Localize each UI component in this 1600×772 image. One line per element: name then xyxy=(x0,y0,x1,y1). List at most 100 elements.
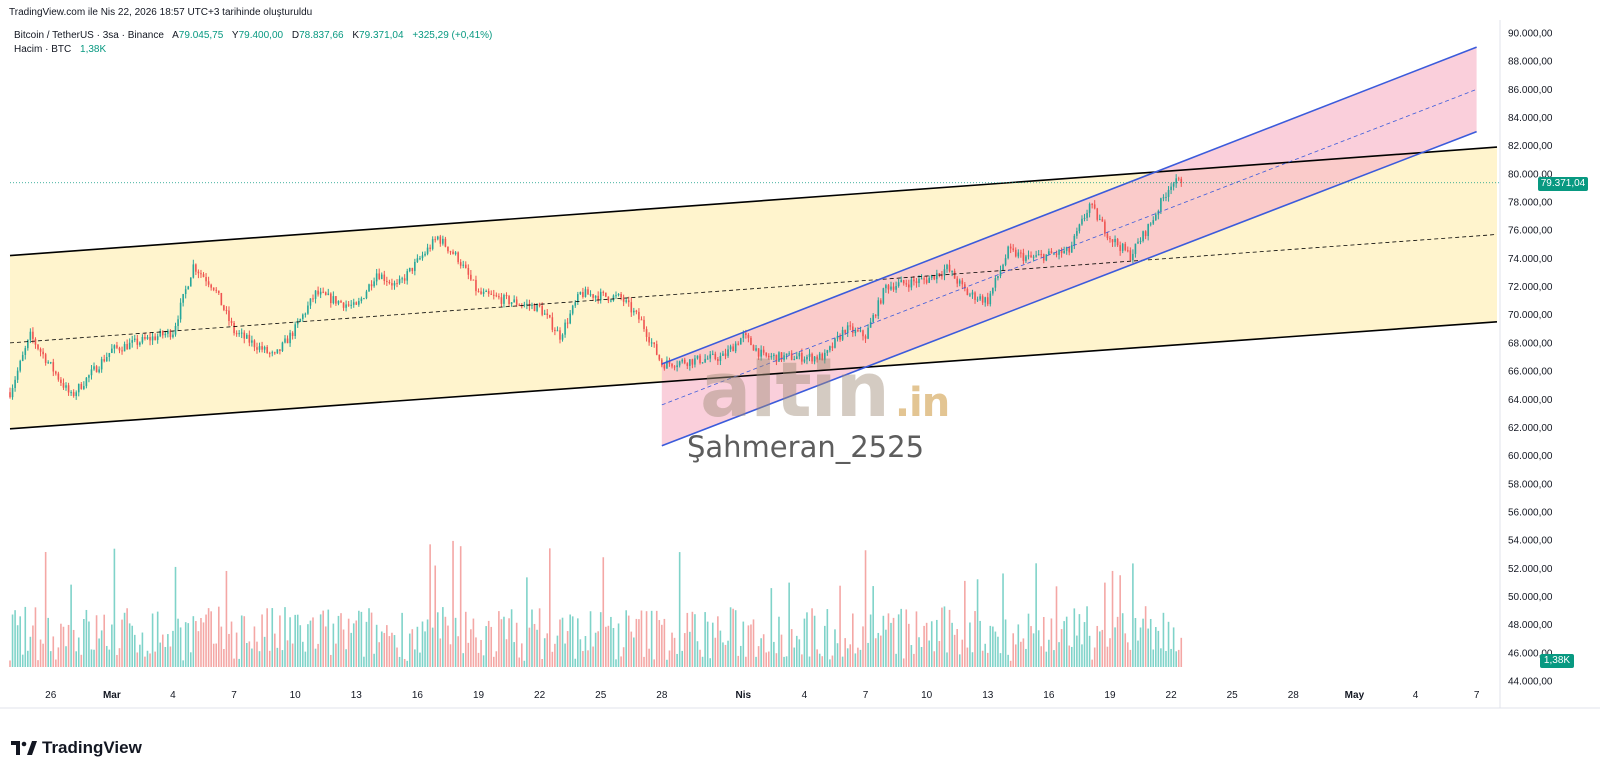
volume-bar xyxy=(566,631,569,667)
symbol-title[interactable]: Bitcoin / TetherUS · 3sa · Binance xyxy=(14,30,164,41)
volume-bar xyxy=(93,649,95,667)
candle-body xyxy=(925,279,928,283)
candle-body xyxy=(27,339,29,349)
candle-body xyxy=(633,310,635,313)
volume-bar xyxy=(44,551,47,667)
candle-body xyxy=(1058,250,1060,255)
candle-body xyxy=(622,297,625,302)
tradingview-brand[interactable]: TradingView xyxy=(11,738,142,758)
candle-body xyxy=(345,304,347,308)
candle-body xyxy=(1175,178,1177,184)
close-label: K xyxy=(352,30,360,41)
price-tick-label: 74.000,00 xyxy=(1508,254,1553,265)
volume-bar xyxy=(709,658,712,667)
candle-body xyxy=(1139,240,1142,242)
volume-bar xyxy=(1114,627,1116,667)
volume-bar xyxy=(1086,606,1088,667)
candle-body xyxy=(941,275,943,277)
candle-body xyxy=(21,354,24,361)
volume-bar xyxy=(1037,630,1040,667)
candle-body xyxy=(880,300,882,304)
candle-body xyxy=(699,355,701,363)
volume-bar xyxy=(302,641,304,667)
candle-body xyxy=(882,288,885,304)
candle-body xyxy=(263,346,266,350)
volume-bar xyxy=(459,546,462,667)
volume-bar xyxy=(638,619,640,667)
candle-body xyxy=(159,331,162,337)
volume-bar xyxy=(925,622,928,667)
volume-bar xyxy=(750,624,752,667)
volume-bar xyxy=(1175,651,1177,667)
volume-bar xyxy=(39,639,42,667)
volume-bar xyxy=(829,659,831,667)
volume-bar xyxy=(1009,660,1012,667)
candle-body xyxy=(480,291,482,294)
candle-body xyxy=(391,283,393,286)
candle-body xyxy=(874,315,877,317)
volume-label[interactable]: Hacim · BTC xyxy=(14,44,72,55)
volume-bar xyxy=(1017,624,1020,667)
volume-bar xyxy=(790,629,793,667)
candle-body xyxy=(582,292,584,297)
candle-body xyxy=(309,298,312,306)
candle-body xyxy=(245,334,248,339)
volume-bar xyxy=(29,636,32,667)
candle-body xyxy=(678,361,681,366)
candle-body xyxy=(103,359,106,362)
volume-bar xyxy=(67,624,70,667)
price-tick-label: 84.000,00 xyxy=(1508,113,1553,124)
candle-body xyxy=(536,303,538,312)
volume-bar xyxy=(131,625,134,667)
candle-body xyxy=(393,283,396,286)
candle-body xyxy=(1093,204,1096,209)
candle-body xyxy=(235,333,238,335)
volume-bar xyxy=(673,637,676,667)
volume-bar xyxy=(386,625,388,667)
volume-bar xyxy=(836,643,839,667)
volume-bar xyxy=(668,650,671,667)
volume-bar xyxy=(1091,659,1093,667)
volume-bar xyxy=(834,629,836,667)
candle-body xyxy=(1155,214,1157,221)
candle-body xyxy=(503,295,505,304)
volume-bar xyxy=(57,647,60,667)
volume-bar xyxy=(98,638,100,667)
volume-bar xyxy=(691,611,694,667)
price-tick-label: 50.000,00 xyxy=(1508,592,1553,603)
volume-bar xyxy=(24,606,27,667)
price-tick-label: 70.000,00 xyxy=(1508,310,1553,321)
volume-bar xyxy=(831,655,834,667)
volume-bar xyxy=(905,609,908,667)
candle-body xyxy=(887,285,890,290)
volume-bar xyxy=(426,619,429,667)
volume-bar xyxy=(169,646,172,667)
volume-bar xyxy=(1134,618,1137,667)
volume-bar xyxy=(368,608,370,667)
volume-bar xyxy=(1172,627,1175,667)
candle-body xyxy=(500,297,503,304)
volume-bar xyxy=(1045,651,1048,667)
volume-bar xyxy=(874,638,877,667)
candle-body xyxy=(352,302,355,305)
volume-bar xyxy=(587,650,589,667)
candle-body xyxy=(701,362,704,364)
volume-bar xyxy=(1106,646,1109,667)
volume-bar xyxy=(16,625,19,667)
candle-body xyxy=(571,305,574,314)
volume-bar xyxy=(655,610,658,667)
candle-body xyxy=(839,335,841,340)
volume-bar xyxy=(938,641,941,667)
volume-bar xyxy=(128,623,131,667)
candle-body xyxy=(375,273,378,282)
snapshot-caption: TradingView.com ile Nis 22, 2026 18:57 U… xyxy=(9,7,313,18)
candle-body xyxy=(732,346,734,352)
volume-bar xyxy=(1093,647,1096,667)
candle-body xyxy=(408,267,411,272)
candle-body xyxy=(645,329,648,337)
volume-bar xyxy=(969,622,971,667)
candle-body xyxy=(1068,247,1071,253)
candle-body xyxy=(223,305,225,310)
candle-body xyxy=(966,288,969,296)
